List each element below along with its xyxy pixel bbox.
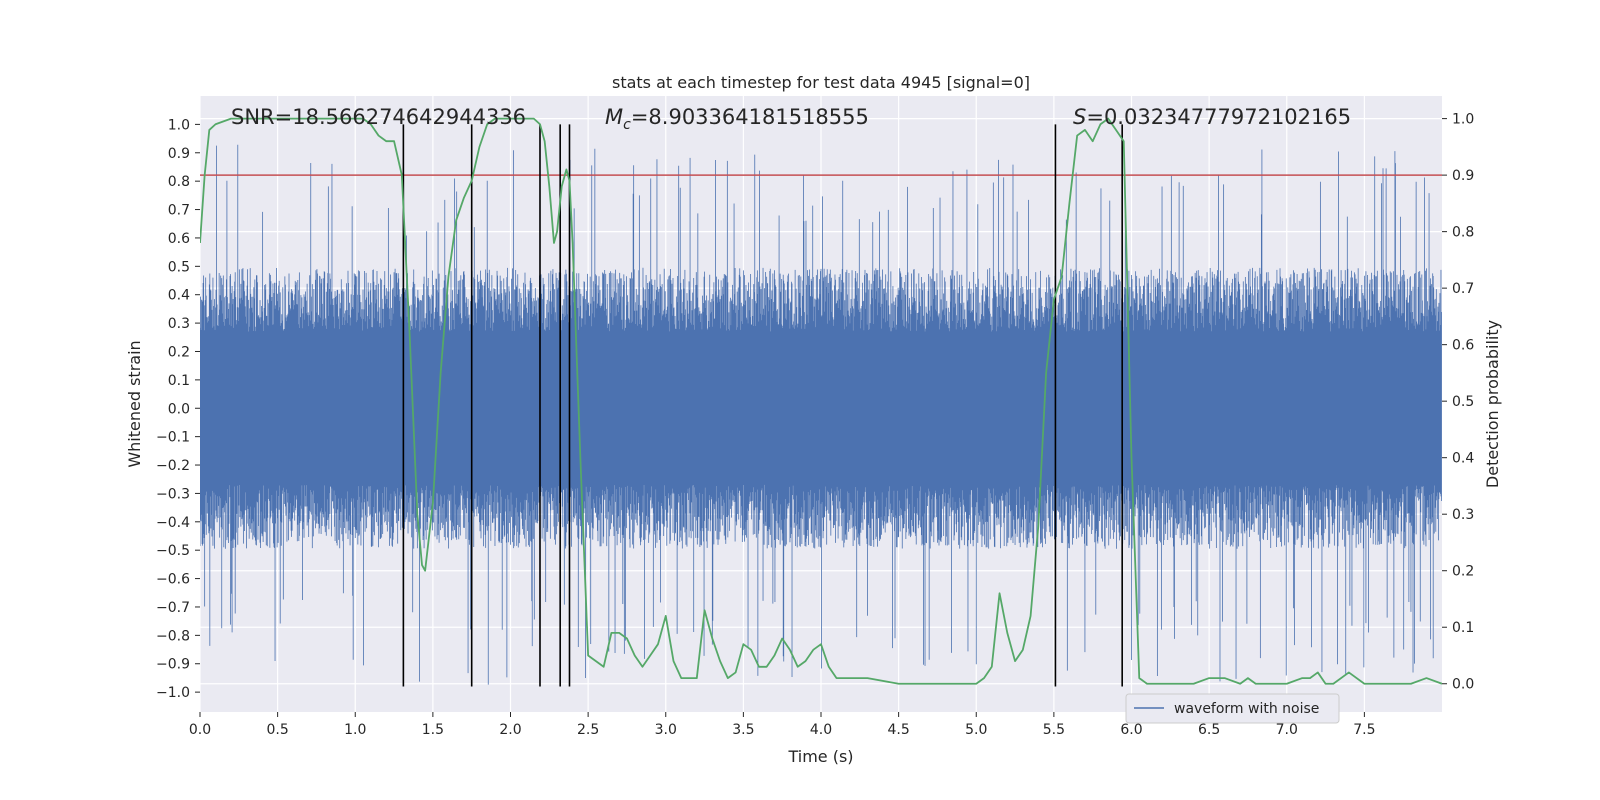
y-tick-label: 0.0	[168, 401, 190, 417]
y2-tick-label: 0.7	[1452, 281, 1474, 297]
y-tick-label: 0.4	[168, 288, 190, 304]
y-tick-label: 0.5	[168, 259, 190, 275]
y2-tick-label: 0.6	[1452, 338, 1474, 354]
x-tick-label: 4.0	[810, 722, 832, 738]
y-tick-label: 1.0	[168, 117, 190, 133]
x-tick-label: 6.0	[1120, 722, 1142, 738]
y-axis-ticks: −1.0 −0.9 −0.8 −0.7 −0.6 −0.5 −0.4 −0.3 −0.2 −0.1…	[156, 117, 200, 701]
y-tick-label: −0.3	[156, 486, 190, 502]
legend-box	[1125, 693, 1340, 724]
y2-tick-label: 0.5	[1452, 394, 1474, 410]
x-axis-label: Time (s)	[787, 747, 853, 766]
y-tick-label: −0.4	[156, 515, 190, 531]
x-axis-ticks: 0.0 0.5 1.0 1.5 2.0 2.5 3.0 3.5 4.0 4.5 5.0 5.5 6.0 6…	[189, 712, 1376, 738]
y-tick-label: −0.6	[156, 572, 190, 588]
detection-probability-series	[200, 117, 1442, 685]
y2-axis-label: Detection probability	[1483, 320, 1502, 488]
y2-tick-label: 0.1	[1452, 620, 1474, 636]
y-tick-label: −0.2	[156, 458, 190, 474]
x-tick-label: 2.5	[577, 722, 599, 738]
x-tick-label: 3.0	[655, 722, 677, 738]
x-tick-label: 0.0	[189, 722, 211, 738]
y-tick-label: 0.2	[168, 344, 190, 360]
x-tick-label: 7.0	[1276, 722, 1298, 738]
snr-annotation: SNR=18.566274642944336	[231, 105, 526, 129]
y-axis-label: Whitened strain	[125, 340, 144, 467]
x-tick-label: 4.5	[887, 722, 909, 738]
y2-tick-label: 0.3	[1452, 507, 1474, 523]
y2-tick-label: 0.9	[1452, 168, 1474, 184]
y-tick-label: −0.9	[156, 657, 190, 673]
y2-tick-label: 1.0	[1452, 112, 1474, 128]
s-symbol: S	[1073, 105, 1086, 129]
x-tick-label: 5.0	[965, 722, 987, 738]
s-value: =0.03234777972102165	[1086, 105, 1351, 129]
waveform-noise-series	[200, 144, 1442, 685]
y2-tick-label: 0.4	[1452, 451, 1474, 467]
y-tick-label: −0.7	[156, 600, 190, 616]
legend-label: waveform with noise	[1174, 701, 1319, 717]
y-tick-label: 0.9	[168, 146, 190, 162]
legend: waveform with noise	[1125, 693, 1340, 724]
waveform-noise-path	[200, 144, 1442, 685]
chirp-mass-annotation: Mc=8.903364181518555	[605, 105, 869, 133]
y2-tick-label: 0.0	[1452, 677, 1474, 693]
x-tick-label: 7.5	[1353, 722, 1375, 738]
y2-tick-label: 0.2	[1452, 564, 1474, 580]
y-tick-label: 0.6	[168, 231, 190, 247]
chart-title: stats at each timestep for test data 494…	[612, 73, 1030, 92]
chirp-mass-value: =8.903364181518555	[631, 105, 869, 129]
y2-tick-label: 0.8	[1452, 225, 1474, 241]
detection-probability-line	[200, 117, 1442, 685]
y-tick-label: 0.3	[168, 316, 190, 332]
s-annotation: S=0.03234777972102165	[1073, 105, 1351, 129]
x-tick-label: 1.5	[422, 722, 444, 738]
y-tick-label: −0.1	[156, 430, 190, 446]
x-tick-label: 2.0	[499, 722, 521, 738]
x-tick-label: 1.0	[344, 722, 366, 738]
y-tick-label: −0.8	[156, 628, 190, 644]
x-tick-label: 3.5	[732, 722, 754, 738]
y-tick-label: −1.0	[156, 685, 190, 701]
x-tick-label: 5.5	[1043, 722, 1065, 738]
chirp-mass-symbol: M	[605, 105, 623, 129]
y-tick-label: 0.8	[168, 174, 190, 190]
y-tick-label: 0.1	[168, 373, 190, 389]
x-tick-label: 0.5	[266, 722, 288, 738]
chirp-mass-subscript: c	[623, 117, 631, 133]
y2-axis-ticks: 0.0 0.1 0.2 0.3 0.4 0.5 0.6 0.7 0.8 0.9 1.0	[1442, 112, 1474, 693]
y-tick-label: −0.5	[156, 543, 190, 559]
vertical-markers	[402, 124, 1123, 687]
x-tick-label: 6.5	[1198, 722, 1220, 738]
y-tick-label: 0.7	[168, 203, 190, 219]
